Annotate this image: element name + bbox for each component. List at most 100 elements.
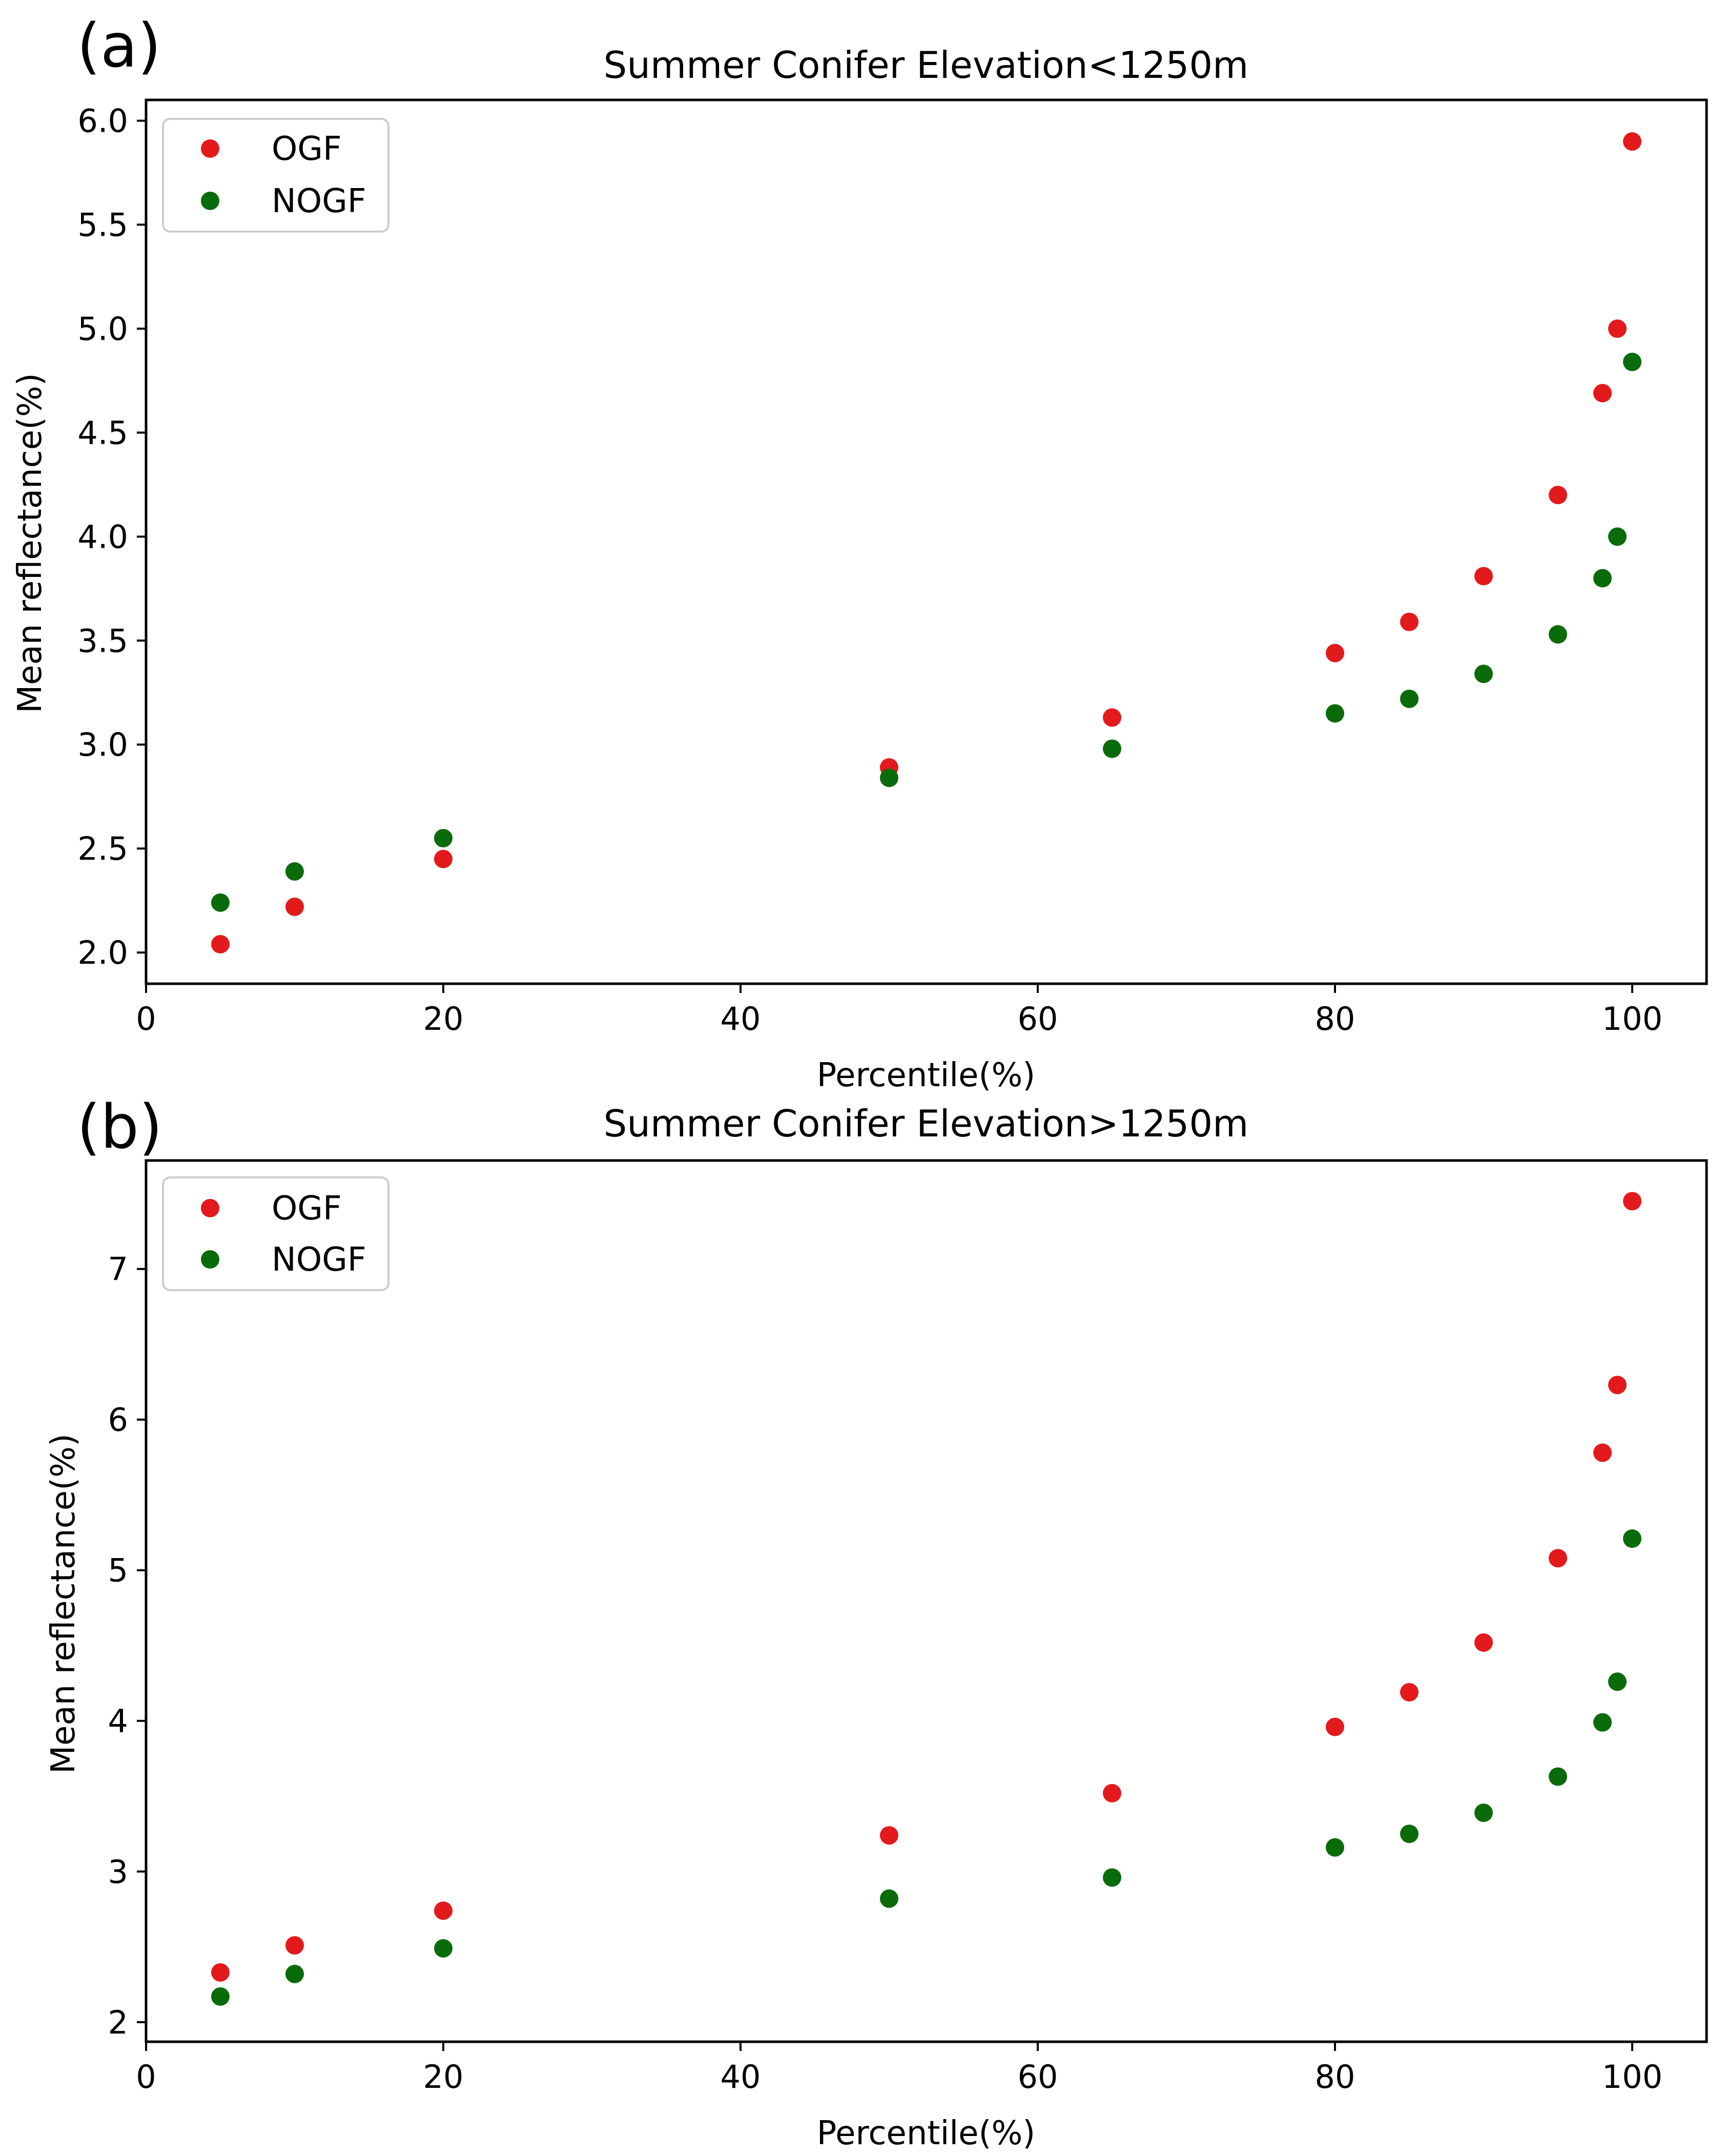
panel-b-x-tick-label: 40 [721,2058,761,2096]
panel-b-legend: OGF NOGF [162,1176,389,1291]
panel-a-point-nogf [1474,665,1493,683]
panel-b-point-ogf [1549,1549,1567,1568]
panel-a-y-tick-label: 5.5 [77,206,128,244]
panel-a-x-tick-label: 0 [136,1000,156,1038]
panel-a-x-tick-label: 100 [1602,1000,1662,1038]
panel-a-y-tick-label: 3.0 [77,726,128,763]
panel-a-x-tick-label: 40 [721,1000,761,1038]
panel-b-legend-nogf-marker [201,1250,219,1269]
panel-a-legend-nogf-label: NOGF [272,182,366,220]
panel-a-point-ogf [1549,486,1567,505]
panel-a-point-ogf [1623,132,1641,151]
panel-a-y-tick-label: 2.0 [77,934,128,971]
panel-b-point-ogf [1593,1443,1612,1462]
panel-a-y-tick-label: 2.5 [77,830,128,867]
panel-b-y-tick-label: 3 [108,1853,128,1891]
panel-b-legend-ogf-marker [201,1199,219,1217]
panel-b-point-ogf [1400,1683,1419,1702]
panel-b-point-nogf [1623,1529,1641,1548]
panel-b-legend-nogf-label: NOGF [272,1241,366,1279]
panel-a-plot-frame [145,98,1708,985]
panel-b-point-ogf [211,1963,230,1982]
panel-a-y-tick-label: 5.0 [77,310,128,347]
panel-a-point-ogf [1400,612,1419,631]
panel-b-point-nogf [211,1987,230,2006]
panel-a-legend-nogf-marker [201,192,219,210]
panel-b-y-tick-label: 7 [108,1251,128,1288]
panel-b-title: Summer Conifer Elevation>1250m [604,1102,1249,1145]
panel-a-point-nogf [1593,569,1612,588]
panel-a-point-ogf [1103,708,1121,727]
panel-a-chart: (a) Summer Conifer Elevation<1250m 0 20 40… [11,10,1708,1094]
panel-a-point-nogf [1400,689,1419,708]
panel-a-letter: (a) [77,10,161,81]
panel-a-x-tick-label: 20 [423,1000,464,1038]
panel-a-x-axis-label: Percentile(%) [817,1056,1036,1094]
panel-a-point-nogf [1608,527,1627,546]
panel-a-y-tick-label: 4.5 [77,414,128,451]
panel-a-y-tick-label: 4.0 [77,518,128,555]
panel-a-x-tick-label: 80 [1315,1000,1355,1038]
panel-b-y-tick-label: 4 [108,1703,128,1740]
panel-b-point-nogf [1400,1825,1419,1843]
panel-b-letter: (b) [77,1091,162,1162]
panel-b-point-ogf [1474,1633,1493,1652]
panel-b-point-nogf [1326,1838,1344,1857]
panel-a-legend-ogf-label: OGF [272,130,342,168]
panel-b-x-tick-label: 0 [136,2058,156,2096]
panel-b-point-ogf [1103,1784,1121,1802]
panel-b-point-ogf [880,1826,898,1845]
panel-b-y-tick-label: 6 [108,1401,128,1439]
panel-a-point-nogf [285,862,304,881]
panel-a-point-ogf [1326,644,1344,662]
panel-a-point-ogf [1608,319,1627,338]
panel-a-data-points [211,132,1641,953]
panel-b-point-nogf [1103,1868,1121,1887]
panel-b-x-tick-label: 100 [1602,2058,1662,2096]
panel-b-plot-frame [145,1159,1708,2043]
panel-b-point-nogf [880,1889,898,1908]
panel-a-point-nogf [211,893,230,912]
panel-b-legend-box [162,1176,389,1291]
panel-b-y-axis: 2 3 4 5 6 7 [108,1251,146,2041]
panel-b-point-ogf [1623,1192,1641,1211]
panel-a-point-ogf [211,935,230,953]
panel-a-legend-box [162,118,389,233]
panel-a-point-nogf [1326,704,1344,723]
panel-a-x-tick-label: 60 [1018,1000,1058,1038]
panel-b-point-nogf [1608,1672,1627,1691]
panel-a-point-nogf [1549,625,1567,644]
panel-a-y-axis-label: Mean reflectance(%) [11,373,49,713]
panel-b-x-tick-label: 60 [1018,2058,1058,2096]
panel-b-point-nogf [1593,1713,1612,1732]
panel-b-y-tick-label: 2 [108,2004,128,2041]
panel-b-x-tick-label: 20 [423,2058,464,2096]
panel-b-point-ogf [285,1936,304,1955]
panel-a-title: Summer Conifer Elevation<1250m [604,44,1249,87]
panel-b-point-nogf [1549,1767,1567,1786]
panel-b-chart: (b) Summer Conifer Elevation>1250m 0 20 40… [45,1091,1708,2152]
panel-b-point-nogf [285,1964,304,1983]
panel-a-point-nogf [434,828,453,847]
panel-b-point-nogf [1474,1803,1493,1822]
panel-b-x-tick-label: 80 [1315,2058,1355,2096]
panel-a-legend: OGF NOGF [162,118,389,233]
panel-b-x-axis-label: Percentile(%) [817,2114,1036,2152]
panel-b-x-axis: 0 20 40 60 80 100 [136,2042,1662,2096]
panel-b-y-axis-label: Mean reflectance(%) [45,1434,83,1774]
panel-b-point-nogf [434,1939,453,1958]
panel-a-y-axis: 2.0 2.5 3.0 3.5 4.0 4.5 5.0 5.5 6.0 [77,102,146,971]
panel-b-legend-ogf-label: OGF [272,1190,342,1228]
panel-b-y-tick-label: 5 [108,1552,128,1589]
panel-a-legend-ogf-marker [201,139,219,158]
panel-a-y-tick-label: 3.5 [77,622,128,659]
panel-a-point-ogf [434,849,453,868]
panel-b-point-ogf [434,1901,453,1920]
panel-a-y-tick-label: 6.0 [77,102,128,140]
panel-a-point-nogf [1623,353,1641,371]
panel-b-point-ogf [1326,1717,1344,1736]
panel-a-point-ogf [1593,384,1612,403]
panel-b-data-points [211,1192,1641,2006]
panel-a-point-ogf [1474,567,1493,586]
